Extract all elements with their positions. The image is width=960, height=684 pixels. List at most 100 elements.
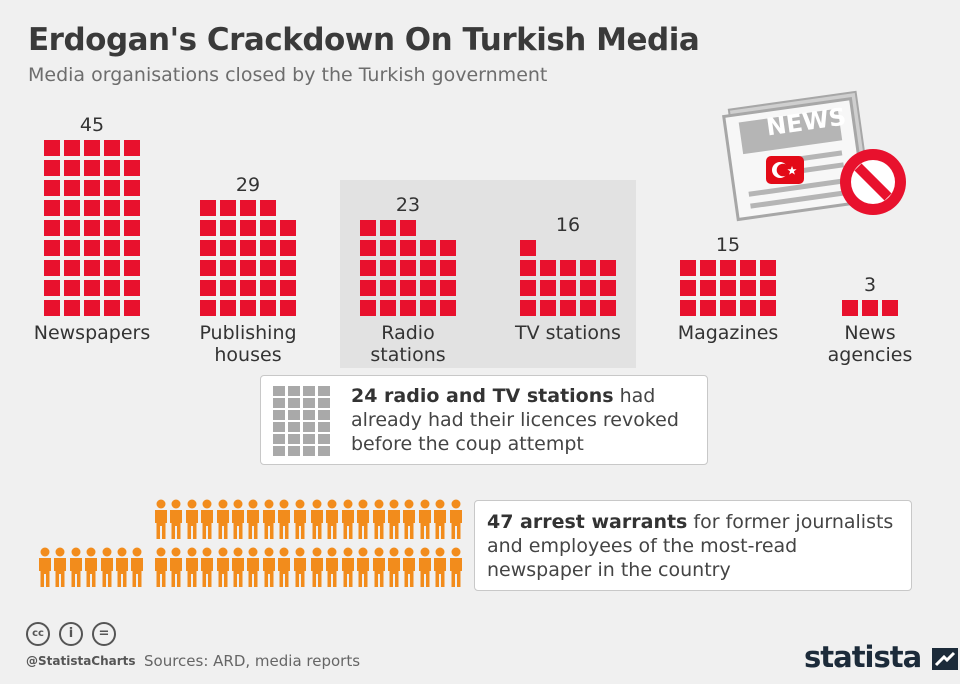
revoked-unit-square [318,398,330,408]
arrest-note-rest: for former journalists and employees of … [487,511,894,581]
unit-square [44,220,60,236]
unit-square [540,280,556,296]
unit-square [44,180,60,196]
unit-square [540,300,556,316]
unit-square [104,160,120,176]
revoked-unit-square [318,386,330,396]
unit-square [260,240,276,256]
person-icon [216,499,230,543]
person-icon [231,499,245,543]
unit-square [104,300,120,316]
unit-square [260,200,276,216]
attribution-icon[interactable]: i [59,622,83,646]
arrest-note-bold: 47 arrest warrants [487,511,688,533]
category-label: TV stations [515,322,621,344]
unit-square [400,240,416,256]
unit-square [360,260,376,276]
revoked-unit-square [273,410,285,420]
unit-square [280,280,296,296]
person-icon [310,499,324,543]
unit-square [380,260,396,276]
revoked-unit-square [318,446,330,456]
unit-square [740,300,756,316]
revoked-note-box: 24 radio and TV stations had already had… [260,375,708,465]
unit-square [44,140,60,156]
unit-square [842,300,858,316]
footer-sources: Sources: ARD, media reports [144,652,361,670]
unit-square [280,260,296,276]
category-label: Newspapers [33,322,151,344]
arrest-people-grid [38,495,468,595]
unit-square [400,300,416,316]
statista-logo[interactable]: statista [804,640,959,674]
unit-square [580,260,596,276]
person-icon [53,547,67,591]
unit-square [380,240,396,256]
person-icon [310,547,324,591]
unit-square [200,300,216,316]
category-label: News agencies [827,322,913,366]
unit-square [540,260,556,276]
person-icon [262,547,276,591]
person-icon [433,547,447,591]
revoked-unit-square [273,434,285,444]
revoked-icon-grid [273,386,333,456]
revoked-unit-square [303,398,315,408]
unit-square [520,300,536,316]
unit-square [700,300,716,316]
unit-square [440,260,456,276]
person-icon [100,547,114,591]
person-icon [293,499,307,543]
unit-square [200,220,216,236]
unit-square [64,260,80,276]
unit-square [560,260,576,276]
unit-square [440,280,456,296]
person-icon [341,547,355,591]
revoked-unit-square [303,446,315,456]
revoked-unit-square [273,398,285,408]
unit-square [600,300,616,316]
revoked-unit-square [288,410,300,420]
person-icon [341,499,355,543]
revoked-unit-square [303,386,315,396]
value-label: 45 [79,114,105,136]
revoked-note-rest: had already had their licences revoked b… [351,385,679,455]
cc-icon[interactable]: cc [26,622,50,646]
unit-square [200,260,216,276]
person-icon [154,547,168,591]
unit-square [400,220,416,236]
person-icon [115,547,129,591]
unit-square [124,300,140,316]
arrest-note-text: 47 arrest warrants for former journalist… [487,510,903,582]
unit-square [84,240,100,256]
newspaper-ban-illustration: NEWS [722,86,922,226]
unit-square [200,200,216,216]
value-label: 29 [235,174,261,196]
person-icon [325,547,339,591]
person-icon [356,499,370,543]
footer-handle[interactable]: @StatistaCharts [26,654,136,668]
revoked-note-text: 24 radio and TV stations had already had… [351,384,701,456]
revoked-unit-square [318,434,330,444]
unit-square [104,280,120,296]
person-icon [277,547,291,591]
unit-square [124,200,140,216]
unit-square [280,240,296,256]
unit-square [260,280,276,296]
unit-square [84,260,100,276]
unit-square [580,280,596,296]
unit-square [64,300,80,316]
unit-square [220,260,236,276]
unit-square [84,280,100,296]
unit-square [862,300,878,316]
unit-square [44,280,60,296]
unit-square [240,240,256,256]
revoked-unit-square [273,446,285,456]
unit-square [380,300,396,316]
revoked-unit-square [303,410,315,420]
person-icon [433,499,447,543]
no-derivatives-icon[interactable]: = [92,622,116,646]
unit-square [360,240,376,256]
newspaper-icon [722,90,906,222]
unit-square [200,280,216,296]
